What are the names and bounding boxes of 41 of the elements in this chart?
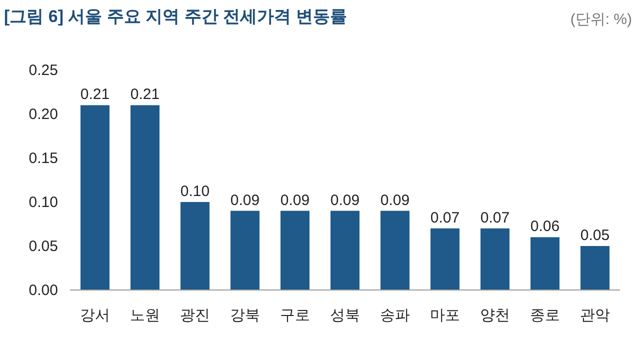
data-label: 0.07 bbox=[480, 209, 510, 226]
bar bbox=[330, 210, 360, 290]
y-tick-label: 0.05 bbox=[28, 238, 58, 255]
data-label: 0.10 bbox=[180, 183, 210, 200]
data-label: 0.21 bbox=[80, 86, 110, 104]
x-tick-label: 양천 bbox=[480, 307, 510, 324]
x-tick-label: 성북 bbox=[330, 307, 360, 324]
text: (단위: %) bbox=[570, 11, 632, 28]
x-tick-label: 강북 bbox=[230, 307, 260, 324]
data-label: 0.09 bbox=[280, 192, 310, 209]
bar bbox=[380, 210, 410, 290]
y-tick-label: 0.25 bbox=[28, 62, 58, 79]
x-tick-label: 강서 bbox=[80, 307, 110, 324]
data-label: 0.21 bbox=[130, 86, 160, 104]
bar bbox=[480, 228, 510, 290]
y-tick-label: 0.15 bbox=[28, 150, 58, 167]
x-tick-label: 구로 bbox=[280, 307, 310, 324]
bar bbox=[80, 105, 110, 290]
x-tick-label: 관악 bbox=[580, 307, 610, 324]
x-tick-label: 노원 bbox=[130, 307, 160, 324]
bar bbox=[130, 105, 160, 290]
data-label: 0.05 bbox=[580, 227, 610, 244]
x-tick-label: 송파 bbox=[380, 307, 410, 324]
data-label: 0.06 bbox=[530, 218, 560, 236]
bar bbox=[280, 210, 310, 290]
bar bbox=[180, 202, 210, 290]
y-tick-label: 0.10 bbox=[28, 194, 58, 211]
y-tick-label: 0.20 bbox=[28, 106, 58, 123]
bar bbox=[430, 228, 460, 290]
chart-title: [그림 6] 서울 주요 지역 주간 전세가격 변동률 bbox=[4, 7, 347, 26]
data-label: 0.07 bbox=[430, 209, 460, 226]
data-label: 0.09 bbox=[380, 192, 410, 209]
bar bbox=[530, 237, 560, 290]
y-tick-label: 0.00 bbox=[28, 282, 58, 299]
data-label: 0.09 bbox=[230, 192, 260, 209]
x-tick-label: 마포 bbox=[430, 307, 460, 324]
x-tick-label: 광진 bbox=[180, 307, 210, 324]
bar bbox=[230, 210, 260, 290]
bar bbox=[580, 246, 610, 290]
data-label: 0.09 bbox=[330, 192, 360, 209]
x-tick-label: 종로 bbox=[530, 307, 560, 324]
